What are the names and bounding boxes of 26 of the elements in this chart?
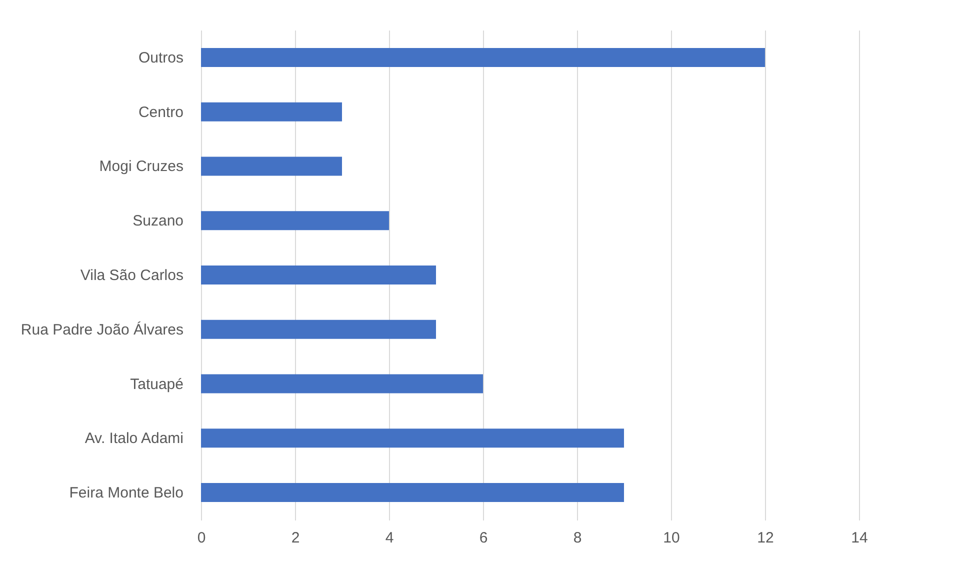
y-tick-label: Centro <box>138 104 184 121</box>
y-tick-label: Vila São Carlos <box>80 267 184 284</box>
y-tick-label: Rua Padre João Álvares <box>20 320 184 338</box>
x-tick-label: 10 <box>663 530 680 546</box>
x-tick-label: 2 <box>291 530 300 546</box>
bar <box>201 102 342 122</box>
x-tick-label: 8 <box>573 530 582 546</box>
bar <box>201 211 389 230</box>
bar <box>201 265 436 285</box>
bar <box>201 483 624 502</box>
x-tick-label: 14 <box>851 530 868 546</box>
y-tick-label: Suzano <box>132 212 184 230</box>
x-tick-label: 6 <box>479 530 488 546</box>
bar <box>201 48 765 67</box>
bar <box>201 428 624 448</box>
bar <box>201 374 483 394</box>
bar <box>201 320 436 339</box>
x-tick-label: 12 <box>757 530 774 546</box>
y-tick-label: Mogi Cruzes <box>99 158 184 176</box>
y-tick-label: Av. Italo Adami <box>84 430 184 448</box>
y-tick-label: Tatuapé <box>130 376 184 393</box>
x-tick-label: 4 <box>385 530 394 546</box>
x-tick-label: 0 <box>197 530 206 546</box>
y-tick-label: Feira Monte Belo <box>69 484 184 502</box>
bar <box>201 156 342 176</box>
y-tick-label: Outros <box>138 49 184 66</box>
